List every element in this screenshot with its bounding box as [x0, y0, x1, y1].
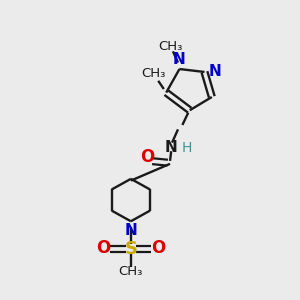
Text: N: N [209, 64, 222, 80]
Text: O: O [151, 239, 165, 257]
Text: N: N [173, 52, 186, 67]
Text: CH₃: CH₃ [141, 67, 165, 80]
Text: O: O [140, 148, 154, 166]
Text: N: N [124, 223, 137, 238]
Text: H: H [182, 141, 192, 155]
Text: CH₃: CH₃ [119, 265, 143, 278]
Text: O: O [96, 239, 111, 257]
Text: N: N [165, 140, 178, 154]
Text: S: S [124, 240, 137, 258]
Text: CH₃: CH₃ [158, 40, 183, 53]
